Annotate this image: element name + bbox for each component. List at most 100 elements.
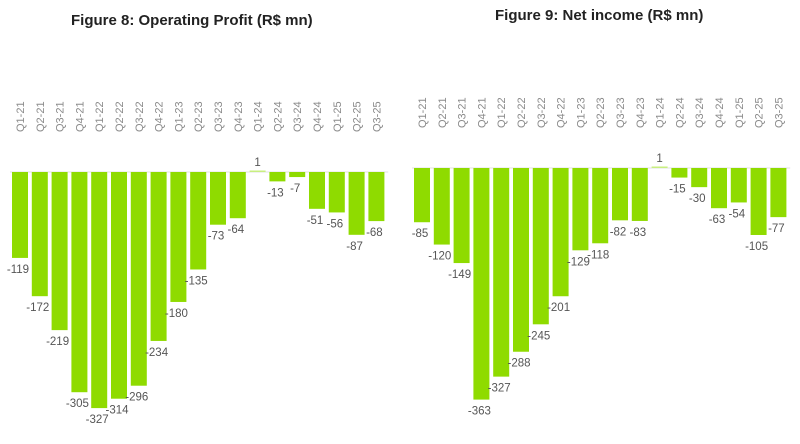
data-label: -73 (208, 231, 225, 243)
data-label: -13 (267, 187, 284, 199)
bar-Q3-24 (289, 172, 306, 178)
bar-Q3-21 (51, 172, 68, 331)
x-tick-label: Q3-24 (694, 97, 706, 128)
x-tick-label: Q2-23 (595, 97, 607, 128)
x-tick-label: Q4-24 (714, 97, 726, 128)
x-tick-label: Q1-22 (496, 97, 508, 128)
x-tick-label: Q4-22 (556, 97, 568, 128)
data-label: -77 (768, 223, 785, 235)
data-label: -83 (629, 227, 646, 239)
x-tick-label: Q4-23 (233, 101, 245, 132)
bar-Q2-22 (111, 172, 127, 399)
bar-Q4-22 (150, 172, 167, 341)
bar-Q2-23 (592, 168, 609, 244)
data-label: -68 (366, 227, 383, 239)
data-label: 1 (656, 153, 662, 165)
x-tick-label: Q2-24 (272, 101, 284, 132)
x-tick-label: Q3-24 (292, 101, 304, 132)
data-label: -87 (346, 241, 363, 253)
data-label: -56 (326, 218, 343, 230)
data-label: -201 (547, 302, 570, 314)
data-label: -64 (227, 224, 244, 236)
bar-Q3-23 (612, 168, 628, 221)
bar-Q1-24 (249, 170, 266, 172)
x-tick-label: Q3-21 (55, 101, 67, 132)
data-label: 1 (254, 157, 260, 169)
bar-Q3-25 (770, 168, 787, 218)
x-tick-label: Q4-21 (476, 97, 488, 128)
bar-Q2-22 (513, 168, 529, 352)
x-tick-label: Q2-21 (35, 101, 47, 132)
data-label: -296 (125, 392, 148, 404)
bar-Q1-25 (730, 168, 747, 203)
bar-Q4-23 (229, 172, 246, 219)
data-label: -234 (145, 347, 169, 359)
x-tick-label: Q3-22 (134, 101, 146, 132)
bar-Q4-24 (711, 168, 727, 209)
data-label: -54 (728, 208, 745, 220)
data-label: -82 (610, 226, 627, 238)
bar-Q1-23 (572, 168, 589, 251)
x-tick-label: Q3-22 (536, 97, 548, 128)
bar-Q2-21 (31, 172, 48, 297)
x-tick-label: Q3-23 (615, 97, 627, 128)
data-label: -314 (105, 405, 129, 417)
bar-Q3-22 (130, 172, 147, 386)
data-label: -180 (165, 308, 188, 320)
x-tick-label: Q2-22 (516, 97, 528, 128)
x-tick-label: Q2-25 (352, 101, 364, 132)
x-tick-label: Q3-23 (213, 101, 225, 132)
x-tick-label: Q2-22 (114, 101, 126, 132)
bar-Q1-21 (12, 172, 28, 258)
data-label: -30 (689, 193, 706, 205)
x-tick-label: Q1-25 (332, 101, 344, 132)
bar-Q1-22 (91, 172, 108, 409)
x-tick-label: Q2-25 (754, 97, 766, 128)
x-tick-label: Q3-21 (457, 97, 469, 128)
bar-Q1-21 (414, 168, 430, 223)
operating-profit-chart: Figure 8: Operating Profit (R$ mn) Q1-21… (7, 12, 389, 426)
bar-Q2-21 (433, 168, 450, 245)
net-income-plot: Q1-21 -85 Q2-21 -120 Q3-21 -149 Q4-21 -363 Q1-22… (412, 97, 791, 418)
data-label: -135 (185, 275, 208, 287)
x-tick-label: Q1-23 (575, 97, 587, 128)
x-tick-label: Q1-24 (253, 101, 265, 132)
data-label: -288 (507, 358, 530, 370)
data-label: -363 (468, 406, 491, 418)
bar-Q3-25 (368, 172, 385, 222)
x-tick-label: Q1-22 (94, 101, 106, 132)
bar-Q2-24 (269, 172, 286, 182)
bar-Q4-21 (71, 172, 88, 393)
chart-title: Figure 8: Operating Profit (R$ mn) (71, 12, 313, 29)
x-tick-label: Q4-24 (312, 101, 324, 132)
bar-Q2-25 (348, 172, 365, 235)
bar-Q2-24 (671, 168, 688, 178)
data-label: -172 (26, 302, 49, 314)
bar-Q3-24 (691, 168, 708, 188)
x-tick-label: Q4-21 (74, 101, 86, 132)
data-label: -327 (86, 414, 109, 426)
bar-Q3-23 (210, 172, 226, 225)
net-income-chart: Figure 9: Net income (R$ mn) Q1-21 -85 Q2-… (400, 0, 800, 444)
bar-Q4-23 (631, 168, 648, 221)
x-tick-label: Q1-21 (417, 97, 429, 128)
data-label: -219 (46, 336, 69, 348)
data-label: -327 (488, 383, 511, 395)
bar-Q2-23 (190, 172, 207, 270)
bar-Q4-24 (309, 172, 325, 209)
data-label: -245 (527, 330, 550, 342)
x-tick-label: Q1-23 (173, 101, 185, 132)
bar-Q2-25 (750, 168, 767, 235)
bar-Q4-22 (552, 168, 569, 297)
bar-Q3-21 (453, 168, 470, 264)
bar-Q3-22 (532, 168, 549, 325)
data-label: -120 (428, 251, 451, 263)
data-label: -85 (412, 228, 429, 240)
data-label: -15 (669, 184, 686, 196)
operating-profit-plot: Q1-21 -119 Q2-21 -172 Q3-21 -219 Q4-21 -305 Q1-2… (7, 101, 389, 426)
x-tick-label: Q3-25 (773, 97, 785, 128)
bar-Q1-22 (493, 168, 510, 377)
data-label: -149 (448, 269, 471, 281)
data-label: -119 (7, 264, 29, 276)
chart-title: Figure 9: Net income (R$ mn) (495, 7, 704, 24)
